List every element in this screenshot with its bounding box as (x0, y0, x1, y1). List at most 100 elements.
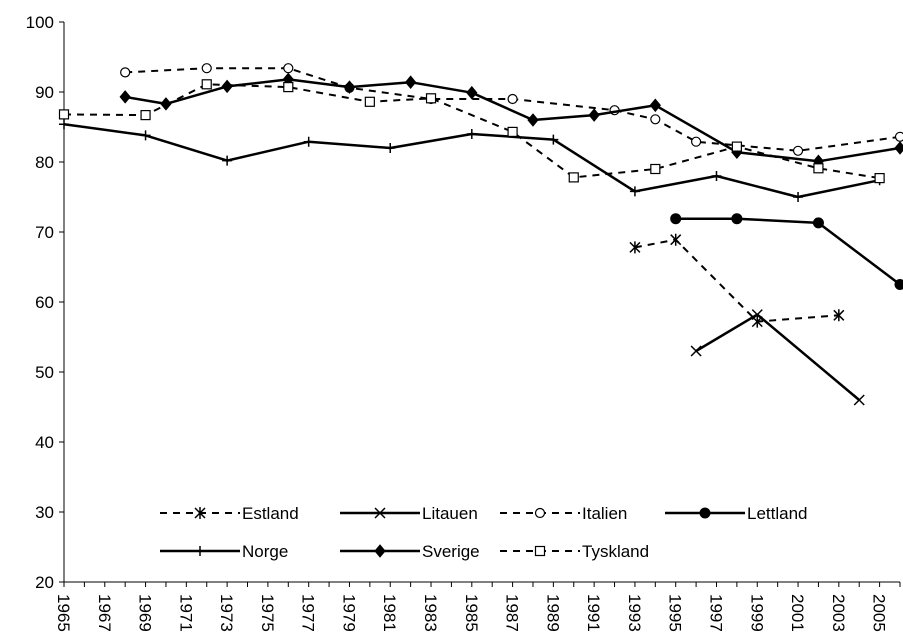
x-tick-label: 1989 (543, 594, 562, 632)
series-sverige (119, 72, 903, 169)
x-tick-label: 1983 (421, 594, 440, 632)
x-tick-label: 1967 (95, 594, 114, 632)
filled-diamond-marker (343, 80, 356, 94)
series-marker (466, 129, 477, 139)
y-tick-label: 80 (35, 153, 54, 172)
series-marker (140, 130, 151, 141)
open-circle-marker (283, 63, 294, 74)
filled-circle-marker (699, 507, 711, 519)
series-marker (588, 108, 600, 122)
filled-circle-marker (670, 213, 682, 225)
y-tick-label: 90 (35, 83, 54, 102)
series-marker (629, 186, 640, 197)
plus-marker (466, 129, 477, 139)
series-marker (59, 119, 69, 130)
x-marker (690, 345, 702, 357)
x-tick-label: 1985 (462, 594, 481, 632)
legend-label: Tyskland (582, 542, 649, 561)
filled-diamond-marker (649, 98, 661, 113)
filled-diamond-marker (119, 90, 131, 104)
x-marker (751, 309, 763, 321)
plus-marker (711, 171, 722, 181)
open-square-marker (283, 81, 294, 93)
series-marker (466, 85, 478, 100)
y-tick-label: 70 (35, 223, 54, 242)
legend-item-litauen: Litauen (340, 504, 478, 523)
series-marker (649, 98, 661, 113)
x-tick-label: 1973 (217, 594, 236, 632)
series-marker (690, 345, 702, 357)
series-marker (833, 309, 845, 322)
series-marker (629, 241, 641, 254)
series-marker (283, 81, 294, 93)
legend-item-norge: Norge (160, 542, 288, 561)
x-tick-label: 1969 (136, 594, 155, 632)
legend-label: Litauen (422, 504, 478, 523)
series-marker (670, 213, 682, 225)
series-marker (793, 192, 804, 202)
open-circle-marker (690, 136, 702, 147)
legend-item-estland: Estland (160, 504, 299, 523)
series-marker (222, 155, 233, 166)
open-circle-marker (120, 67, 131, 78)
series-marker (699, 507, 711, 519)
plus-marker (385, 143, 396, 153)
series-marker (58, 109, 70, 120)
star-marker (670, 233, 682, 246)
filled-diamond-marker (894, 141, 903, 155)
legend-item-lettland: Lettland (665, 504, 808, 523)
x-tick-label: 1987 (503, 594, 522, 632)
x-tick-label: 1977 (299, 594, 318, 632)
series-marker (425, 93, 437, 104)
series-marker (119, 90, 131, 104)
filled-circle-marker (731, 213, 743, 225)
series-marker (731, 213, 743, 225)
x-marker (853, 394, 865, 406)
series-estland (629, 233, 845, 328)
open-square-marker (874, 173, 885, 184)
plus-marker (222, 155, 233, 166)
series-marker (853, 394, 865, 406)
series-line-lettland (675, 217, 901, 286)
series-marker (568, 172, 579, 183)
y-tick-label: 100 (26, 13, 54, 32)
plus-marker (140, 130, 151, 141)
open-square-marker (507, 126, 518, 138)
series-marker (650, 114, 661, 125)
open-circle-marker (650, 114, 661, 125)
star-marker (629, 241, 641, 254)
series-line-estland (634, 238, 839, 323)
x-tick-label: 1997 (706, 594, 725, 632)
legend-item-tyskland: Tyskland (500, 542, 649, 561)
plot-area: 20 30 40 50 60 70 80 90 100 1965 1967 1969 1971 1973 1… (26, 13, 903, 632)
filled-circle-marker (894, 279, 903, 290)
open-square-marker (425, 93, 437, 104)
plus-marker (629, 186, 640, 197)
y-tick-label: 40 (35, 433, 54, 452)
series-marker (527, 113, 539, 127)
open-square-marker (201, 79, 212, 90)
series-marker (374, 544, 386, 558)
legend-label: Italien (582, 504, 627, 523)
legend-label: Norge (242, 542, 288, 561)
series-marker (894, 279, 903, 290)
series-line-tyskland (63, 83, 880, 180)
open-square-marker (731, 141, 742, 152)
series-marker (792, 145, 804, 156)
legend: Estland Litauen Italien Lettland Norge Sverig… (160, 504, 808, 561)
series-marker (534, 507, 546, 519)
open-circle-marker (792, 145, 804, 156)
series-marker (507, 93, 518, 105)
plus-marker (548, 134, 559, 145)
series-marker (670, 233, 682, 246)
y-tick-label: 50 (35, 363, 54, 382)
series-marker (894, 131, 903, 142)
legend-label: Sverige (422, 542, 480, 561)
series-marker (283, 63, 294, 74)
plus-marker (303, 136, 314, 147)
series-marker (404, 75, 417, 89)
x-tick-label: 2003 (829, 594, 848, 632)
series-marker (201, 79, 212, 90)
